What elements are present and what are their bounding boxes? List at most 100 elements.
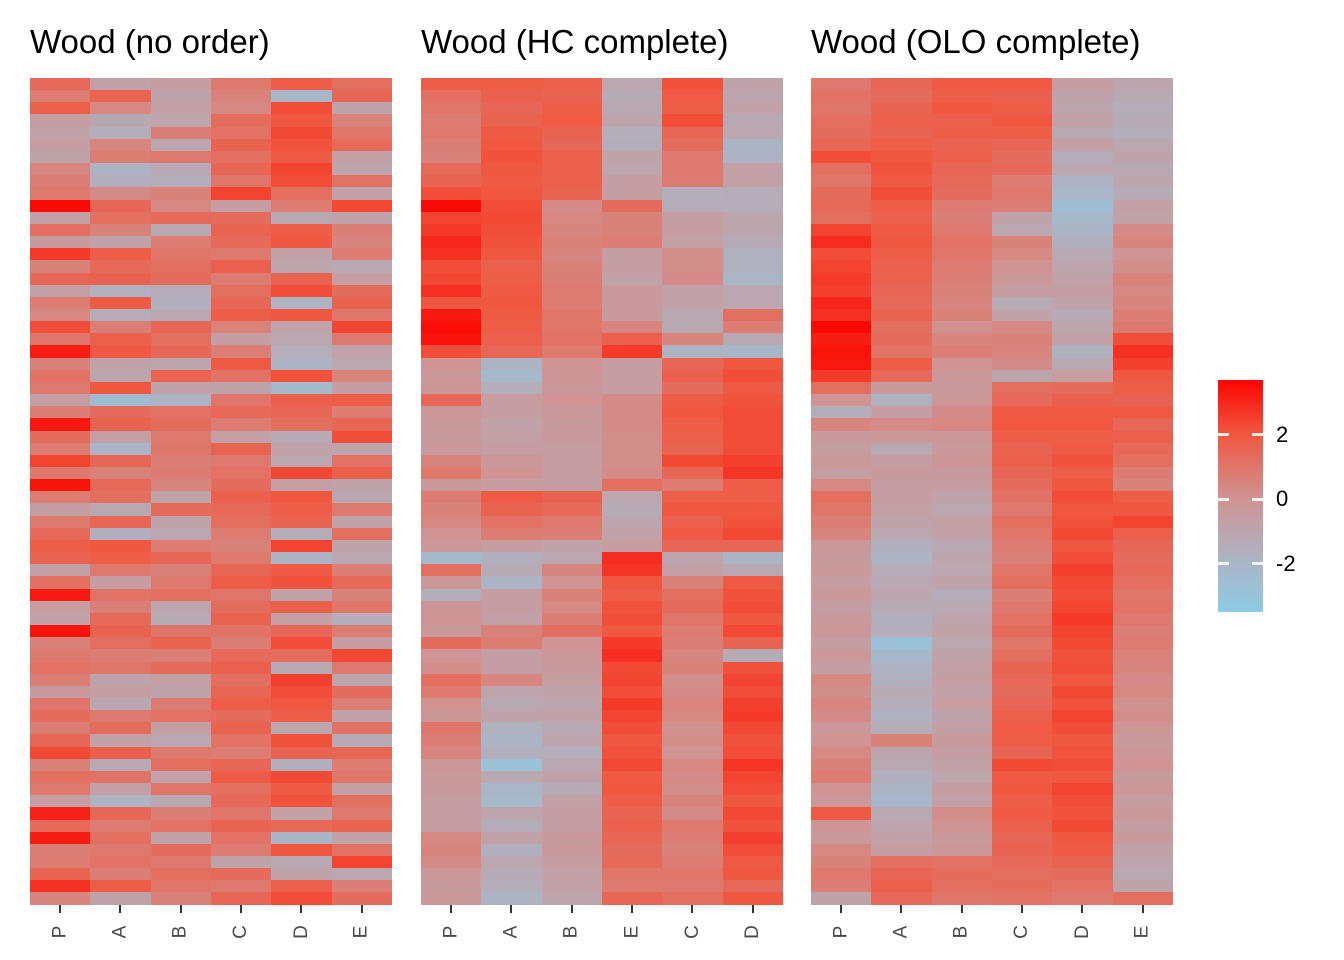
heatmap-cell	[991, 637, 1053, 650]
heatmap-cell	[662, 734, 723, 747]
heatmap-cell	[30, 868, 91, 881]
heatmap-cell	[541, 564, 602, 577]
heatmap-row	[421, 369, 783, 382]
heatmap-cell	[421, 418, 482, 431]
heatmap-row	[811, 600, 1173, 613]
heatmap-cell	[421, 588, 482, 601]
heatmap-cell	[541, 211, 602, 224]
heatmap-cell	[662, 783, 723, 796]
heatmap-cell	[871, 90, 932, 103]
heatmap-cell	[210, 819, 272, 832]
heatmap-row	[811, 649, 1173, 662]
heatmap-cell	[601, 649, 663, 662]
heatmap-cell	[331, 284, 392, 297]
heatmap-cell	[210, 369, 272, 382]
heatmap-cell	[931, 880, 992, 893]
heatmap-cell	[331, 527, 392, 540]
heatmap-row	[811, 795, 1173, 808]
heatmap-cell	[1052, 248, 1113, 261]
heatmap-cell	[871, 710, 932, 723]
heatmap-cell	[331, 418, 392, 431]
heatmap-cell	[871, 102, 932, 115]
heatmap-cell	[541, 600, 602, 613]
heatmap-cell	[30, 223, 91, 237]
heatmap-cell	[210, 467, 272, 480]
heatmap-cell	[271, 843, 332, 856]
heatmap-cell	[811, 102, 872, 115]
heatmap-cell	[481, 734, 542, 747]
heatmap-cell	[1112, 211, 1173, 224]
heatmap-cell	[1112, 770, 1173, 784]
heatmap-cell	[871, 661, 932, 674]
heatmap-cell	[210, 612, 272, 626]
heatmap-cell	[331, 138, 392, 151]
heatmap-cell	[1112, 114, 1173, 127]
heatmap-cell	[991, 734, 1053, 747]
heatmap-cell	[541, 345, 602, 358]
heatmap-cell	[541, 637, 602, 650]
heatmap-row	[811, 102, 1173, 115]
heatmap-cell	[662, 430, 723, 443]
heatmap-cell	[541, 90, 602, 103]
heatmap-cell	[331, 576, 392, 589]
heatmap-cell	[601, 807, 663, 820]
heatmap-cell	[722, 746, 783, 759]
panel-title-olo-complete: Wood (OLO complete)	[811, 23, 1141, 60]
heatmap-cell	[991, 454, 1053, 467]
heatmap-cell	[421, 211, 482, 224]
heatmap-cell	[601, 163, 663, 176]
heatmap-cell	[150, 114, 211, 127]
heatmap-cell	[931, 223, 992, 237]
heatmap-cell	[331, 394, 392, 407]
heatmap-cell	[811, 868, 872, 881]
heatmap-row	[30, 236, 392, 249]
axis-tick	[360, 905, 363, 913]
heatmap-cell	[871, 467, 932, 480]
heatmap-cell	[30, 843, 91, 856]
heatmap-cell	[481, 576, 542, 589]
heatmap-row	[30, 819, 392, 832]
heatmap-cell	[210, 685, 272, 698]
heatmap-cell	[1052, 527, 1113, 540]
heatmap-cell	[331, 467, 392, 480]
heatmap-row	[30, 588, 392, 601]
heatmap-cell	[722, 807, 783, 820]
heatmap-cell	[871, 150, 932, 164]
heatmap-cell	[150, 770, 211, 784]
heatmap-cell	[991, 126, 1053, 139]
heatmap-cell	[811, 381, 872, 395]
heatmap-cell	[210, 503, 272, 516]
heatmap-row	[30, 454, 392, 467]
heatmap-cell	[210, 126, 272, 139]
heatmap-cell	[601, 333, 663, 346]
axis-tick	[691, 905, 694, 913]
heatmap-row	[811, 430, 1173, 443]
heatmap-cell	[421, 612, 482, 626]
heatmap-cell	[871, 770, 932, 784]
heatmap-cell	[271, 710, 332, 723]
heatmap-cell	[662, 211, 723, 224]
heatmap-cell	[931, 260, 992, 273]
heatmap-cell	[331, 223, 392, 237]
heatmap-cell	[722, 880, 783, 893]
heatmap-cell	[210, 515, 272, 528]
heatmap-row	[30, 807, 392, 820]
heatmap-row	[811, 308, 1173, 322]
heatmap-cell	[331, 892, 392, 905]
heatmap-cell	[1112, 260, 1173, 273]
heatmap-cell	[30, 211, 91, 224]
axis-tick	[1141, 905, 1144, 913]
heatmap-cell	[271, 78, 332, 91]
heatmap-row	[421, 795, 783, 808]
heatmap-cell	[722, 673, 783, 686]
heatmap-cell	[601, 211, 663, 224]
heatmap-cell	[150, 697, 211, 711]
heatmap-cell	[30, 673, 91, 686]
heatmap-cell	[931, 138, 992, 151]
heatmap-cell	[1112, 357, 1173, 370]
heatmap-cell	[871, 333, 932, 346]
heatmap-row	[811, 454, 1173, 467]
heatmap-cell	[421, 527, 482, 540]
heatmap-cell	[601, 114, 663, 127]
column-label: B	[169, 925, 191, 939]
